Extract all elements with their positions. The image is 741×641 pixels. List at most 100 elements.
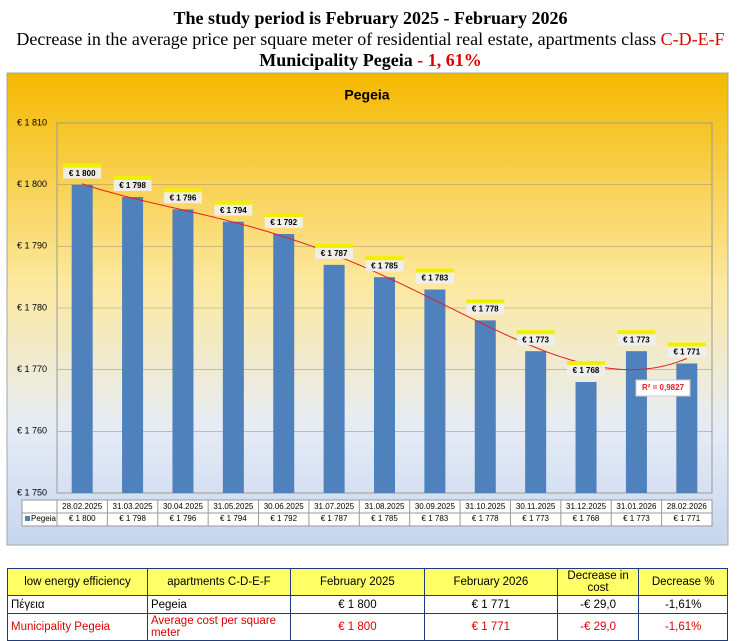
chart: Pegeia € 1 750 € 1 760 € 1 770 € 1 780 € 1 7…	[6, 72, 729, 546]
value-label: € 1 794	[220, 206, 247, 215]
value-label-box	[415, 272, 454, 284]
value-label-highlight	[264, 213, 303, 218]
bar	[525, 351, 547, 493]
data-table-value: € 1 787	[321, 514, 348, 523]
value-label-highlight	[214, 200, 253, 206]
y-tick-label: € 1 760	[17, 426, 47, 436]
trendline-label: R² = 0,9827	[642, 383, 685, 392]
x-tick-label: 30.06.2025	[264, 502, 305, 511]
value-label-box	[466, 303, 505, 315]
value-label: € 1 783	[422, 274, 449, 283]
value-label: € 1 792	[270, 218, 297, 227]
value-label-box	[365, 260, 404, 272]
chart-area	[6, 72, 729, 546]
data-table-value: € 1 800	[69, 514, 96, 523]
column-header: Decrease %	[638, 568, 728, 596]
table-cell: Πέγεια	[7, 595, 148, 614]
value-label-highlight	[667, 342, 706, 348]
data-table-value: € 1 792	[270, 514, 297, 523]
table-cell: € 1 800	[289, 613, 425, 641]
bar	[71, 184, 93, 493]
value-label-box	[264, 217, 303, 228]
value-label-box	[567, 365, 606, 376]
value-label-box	[214, 204, 253, 216]
data-table-value: € 1 773	[623, 514, 650, 523]
data-table-value: € 1 771	[673, 514, 700, 523]
bar	[273, 234, 295, 493]
data-table-value: € 1 785	[371, 514, 398, 523]
value-label-highlight	[63, 163, 102, 169]
bar	[575, 382, 597, 493]
subtitle-text: Decrease in the average price per square…	[16, 29, 657, 49]
x-tick-label: 31.10.2025	[465, 502, 506, 511]
data-table-value: € 1 778	[472, 514, 499, 523]
x-tick-label: 28.02.2025	[62, 502, 103, 511]
data-table-value: € 1 783	[422, 514, 449, 523]
value-label-highlight	[617, 330, 656, 336]
bar	[222, 221, 244, 493]
bar	[172, 209, 194, 494]
value-label: € 1 800	[69, 169, 96, 178]
value-label-highlight	[415, 268, 454, 274]
bar	[625, 351, 647, 493]
table-cell: € 1 771	[423, 595, 558, 614]
table-cell: € 1 771	[423, 613, 558, 641]
subtitle-highlight: C-D-E-F	[660, 29, 725, 49]
column-header: February 2026	[423, 568, 558, 596]
title: The study period is February 2025 - Febr…	[173, 8, 568, 28]
table-cell: -1,61%	[638, 595, 728, 614]
value-label: € 1 768	[573, 366, 600, 375]
x-tick-label: 31.12.2025	[566, 502, 607, 511]
table-cell: -€ 29,0	[556, 595, 640, 614]
column-header: apartments C-D-E-F	[146, 568, 291, 596]
value-label-highlight	[466, 299, 505, 305]
x-tick-label: 30.09.2025	[415, 502, 456, 511]
value-label: € 1 771	[673, 348, 700, 357]
municipality: Municipality Pegeia	[259, 50, 413, 70]
value-label-box	[315, 247, 354, 259]
table-cell: Pegeia	[146, 595, 291, 614]
bar	[122, 197, 144, 493]
data-table-value: € 1 768	[573, 514, 600, 523]
value-label-highlight	[567, 361, 606, 366]
y-tick-label: € 1 810	[17, 117, 47, 127]
x-tick-label: 31.01.2026	[616, 502, 657, 511]
value-label-box	[667, 346, 706, 358]
table-cell: -1,61%	[638, 613, 728, 641]
value-label-box	[63, 167, 102, 179]
legend-key	[25, 516, 30, 521]
value-label-highlight	[516, 330, 555, 336]
legend-label: Pegeia	[31, 514, 56, 523]
value-label: € 1 773	[522, 335, 549, 344]
value-label-highlight	[163, 188, 202, 194]
y-tick-label: € 1 750	[17, 487, 47, 497]
trendline-label-box	[635, 379, 691, 397]
x-tick-label: 31.08.2025	[364, 502, 405, 511]
value-label: € 1 798	[119, 181, 146, 190]
y-tick-label: € 1 770	[17, 364, 47, 374]
subtitle: Decrease in the average price per square…	[0, 29, 741, 50]
y-tick-label: € 1 780	[17, 302, 47, 312]
value-label-highlight	[365, 256, 404, 262]
y-tick-label: € 1 790	[17, 241, 47, 251]
column-header: low energy efficiency	[7, 568, 148, 596]
table-cell: Average cost per square meter	[146, 613, 291, 641]
data-table-value: € 1 794	[220, 514, 247, 523]
bar	[474, 320, 496, 493]
value-label: € 1 785	[371, 261, 398, 270]
table-cell: Municipality Pegeia	[7, 613, 148, 641]
value-label-highlight	[315, 243, 354, 249]
bar	[323, 264, 345, 493]
table-cell: -€ 29,0	[556, 613, 640, 641]
x-tick-label: 31.05.2025	[213, 502, 254, 511]
x-tick-label: 28.02.2026	[667, 502, 708, 511]
column-header: Decrease in cost	[556, 568, 640, 596]
x-tick-label: 30.11.2025	[516, 502, 556, 511]
x-tick-label: 31.07.2025	[314, 502, 355, 511]
table-cell: € 1 800	[289, 595, 425, 614]
y-tick-label: € 1 800	[17, 179, 47, 189]
data-table-value: € 1 796	[170, 514, 197, 523]
header: The study period is February 2025 - Febr…	[0, 8, 741, 71]
value-label-box	[617, 334, 656, 346]
x-tick-label: 30.04.2025	[163, 502, 204, 511]
